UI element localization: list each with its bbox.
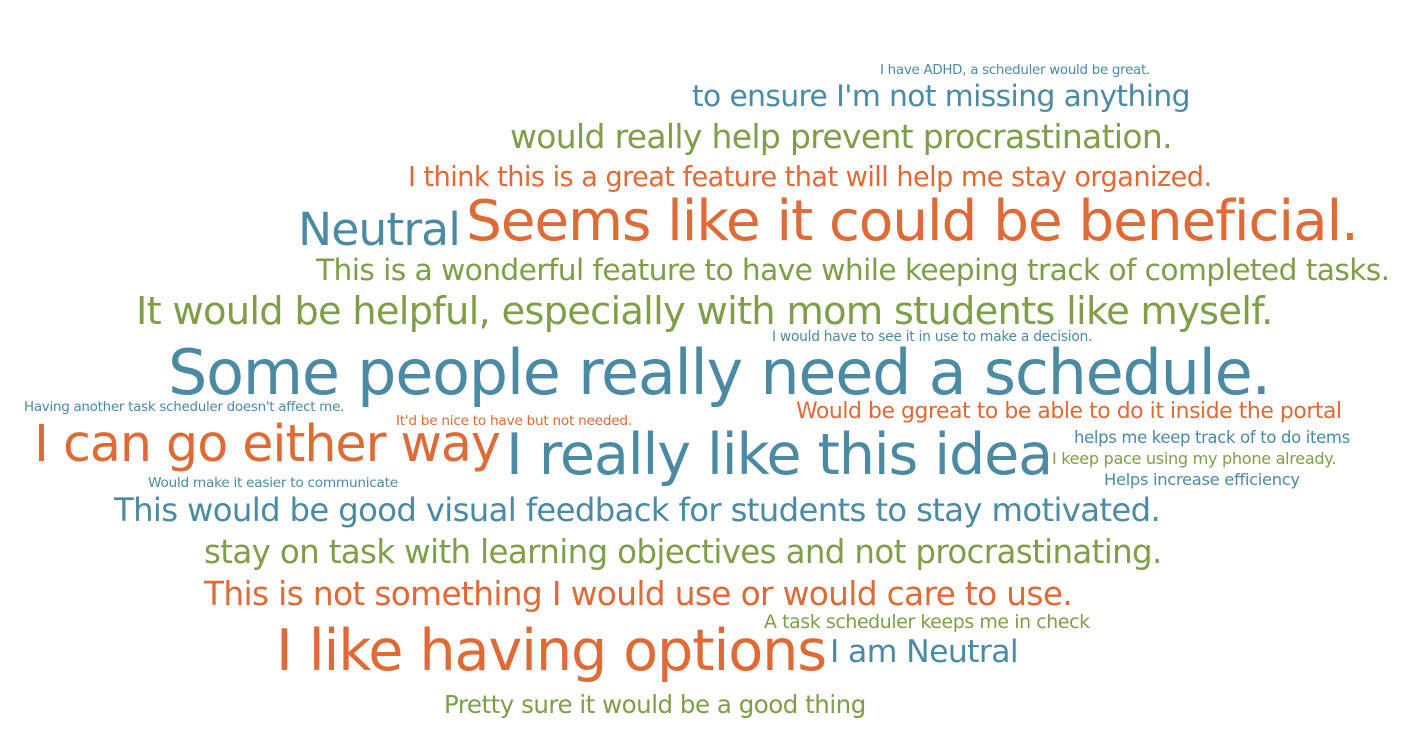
word-item: I would have to see it in use to make a … (772, 329, 1093, 346)
word-item: This would be good visual feedback for s… (114, 490, 1161, 529)
word-item: Some people really need a schedule. (168, 336, 1271, 410)
word-item: would really help prevent procrastinatio… (510, 116, 1173, 156)
word-item: Helps increase efficiency (1104, 469, 1300, 489)
word-item: Neutral (298, 202, 461, 256)
word-item: helps me keep track of to do items (1074, 427, 1350, 447)
word-item: Seems like it could be beneficial. (466, 188, 1359, 254)
word-item: Having another task scheduler doesn't af… (24, 400, 345, 416)
word-item: I think this is a great feature that wil… (408, 162, 1212, 194)
word-item: Pretty sure it would be a good thing (444, 689, 866, 719)
word-item: It'd be nice to have but not needed. (396, 413, 632, 430)
word-item: Would be ggreat to be able to do it insi… (796, 399, 1342, 425)
word-item: I can go either way (34, 413, 501, 473)
word-item: to ensure I'm not missing anything (692, 79, 1191, 115)
word-item: It would be helpful, especially with mom… (136, 288, 1273, 334)
word-item: Would make it easier to communicate (148, 475, 398, 492)
word-item: This is a wonderful feature to have whil… (316, 253, 1390, 289)
word-item: stay on task with learning objectives an… (204, 533, 1162, 572)
word-item: I am Neutral (830, 634, 1019, 671)
word-item: A task scheduler keeps me in check (764, 610, 1090, 633)
word-item: I keep pace using my phone already. (1052, 448, 1336, 468)
word-item: I have ADHD, a scheduler would be great. (880, 63, 1150, 79)
word-item: I like having options (276, 618, 827, 685)
word-item: This is not something I would use or wou… (204, 574, 1073, 613)
word-item: I really like this idea (506, 422, 1053, 489)
